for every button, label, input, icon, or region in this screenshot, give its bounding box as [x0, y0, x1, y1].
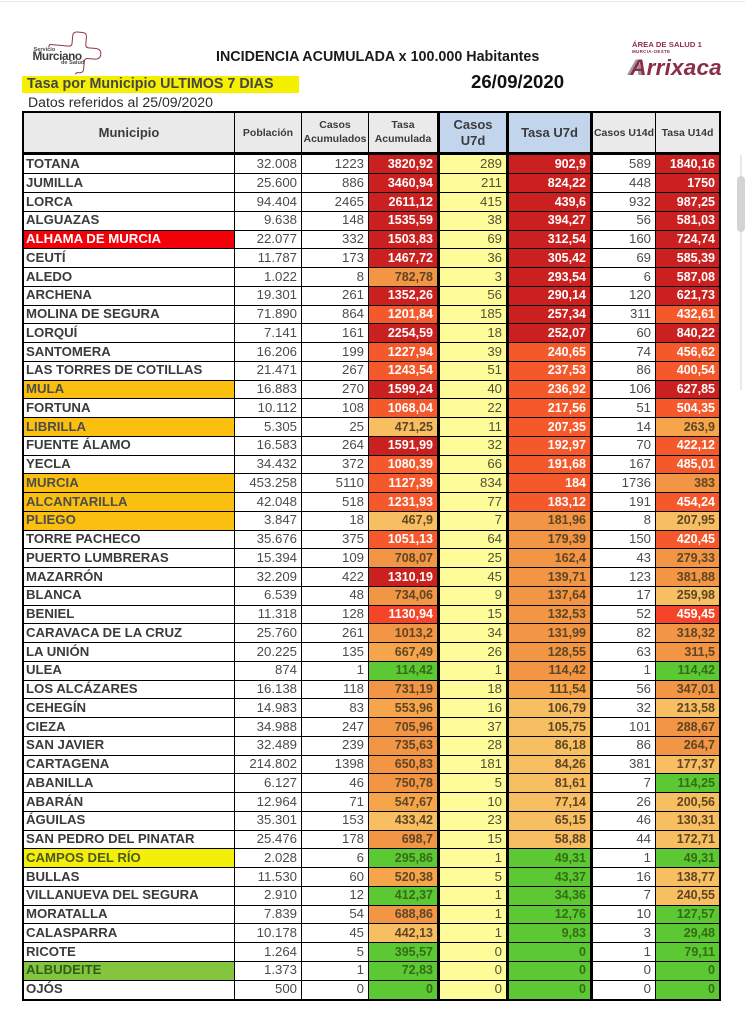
svg-text:Servicio: Servicio [34, 47, 56, 53]
svg-text:Murciano: Murciano [33, 49, 82, 63]
svg-text:de Salud: de Salud [61, 60, 85, 66]
